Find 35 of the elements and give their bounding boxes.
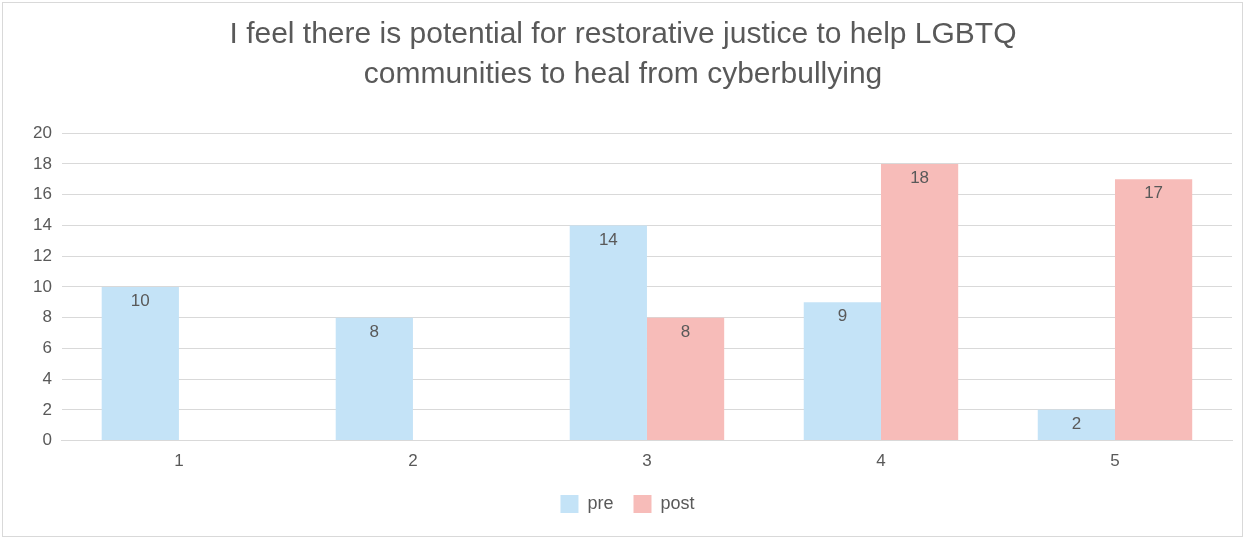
y-tick-label: 2 — [42, 399, 52, 419]
x-tick-label: 4 — [876, 451, 886, 471]
y-tick-label: 18 — [32, 153, 52, 173]
y-tick-label: 6 — [42, 338, 52, 358]
x-tick-label: 3 — [642, 451, 652, 471]
y-tick-label: 12 — [32, 245, 52, 265]
data-label: 8 — [369, 321, 380, 341]
x-tick-label: 2 — [408, 451, 418, 471]
legend-label: post — [660, 492, 695, 513]
data-label: 10 — [130, 291, 150, 311]
y-tick-label: 14 — [32, 215, 52, 235]
data-label: 8 — [680, 321, 691, 341]
y-tick-label: 20 — [32, 122, 52, 142]
bar — [1037, 409, 1115, 441]
chart-title: I feel there is potential for restorative justice to help LGBTQ communities to heal from cyberbullying — [228, 15, 1018, 91]
bar — [1114, 179, 1193, 441]
y-tick-label: 4 — [42, 368, 52, 388]
y-tick-label: 0 — [42, 430, 52, 450]
data-label: 18 — [910, 168, 930, 188]
bar — [335, 317, 413, 441]
x-tick-label: 5 — [1110, 451, 1120, 471]
y-tick-label: 8 — [42, 307, 52, 327]
bar — [101, 286, 179, 441]
bar — [646, 317, 725, 441]
data-label: 14 — [598, 229, 618, 249]
data-label: 2 — [1071, 414, 1082, 434]
bar — [880, 163, 959, 441]
legend-label: pre — [587, 492, 614, 513]
y-tick-label: 10 — [32, 276, 52, 296]
y-tick-label: 16 — [32, 184, 52, 204]
x-tick-label: 1 — [174, 451, 184, 471]
data-label: 9 — [837, 306, 848, 326]
bar — [569, 225, 647, 441]
data-label: 17 — [1144, 183, 1164, 203]
bar — [803, 302, 881, 441]
